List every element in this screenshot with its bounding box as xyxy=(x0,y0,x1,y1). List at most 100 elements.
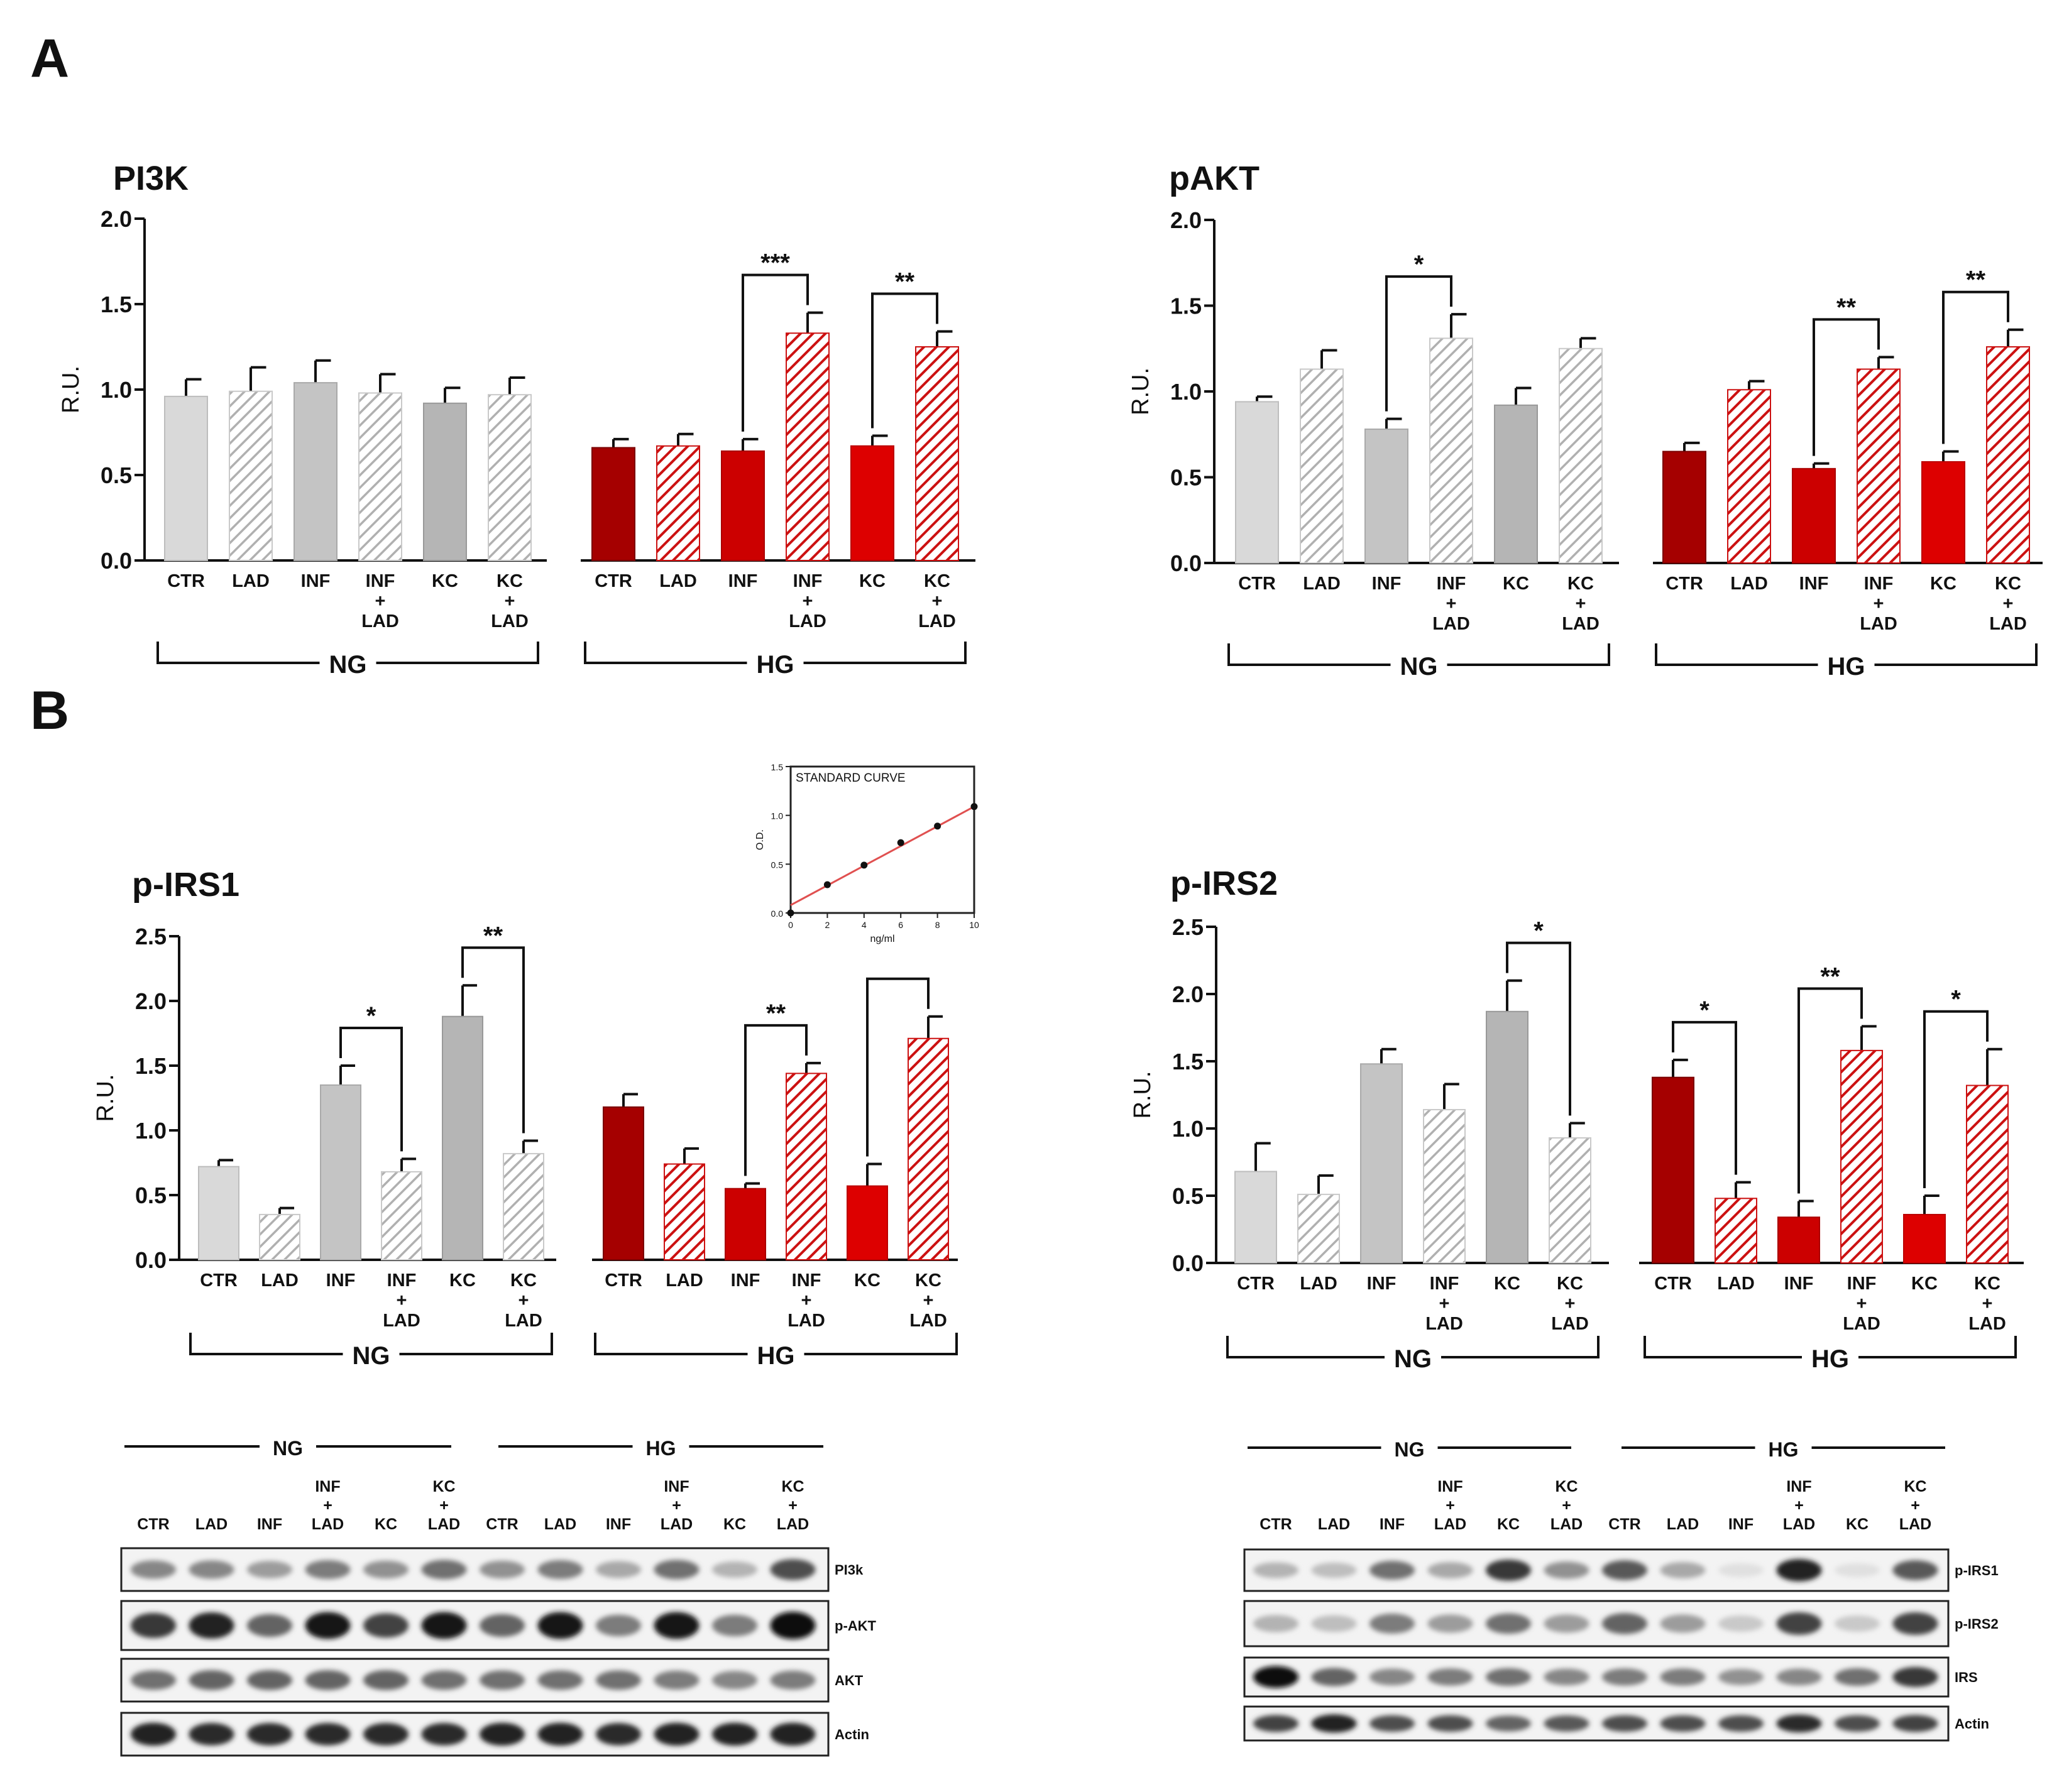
x-tick-label: KC xyxy=(432,571,458,591)
y-tick-label: 2.5 xyxy=(135,924,167,949)
bar xyxy=(381,1171,422,1261)
x-tick-label: LAD xyxy=(1432,614,1470,634)
bar xyxy=(488,394,532,561)
bar xyxy=(1494,404,1538,564)
significance-bracket xyxy=(1385,275,1452,412)
significance-label: ** xyxy=(483,922,503,949)
inset-fit-line xyxy=(790,806,975,906)
x-tick-label: + xyxy=(519,1291,529,1311)
bar xyxy=(656,445,700,562)
lane-label: LAD xyxy=(544,1516,576,1533)
blot-band xyxy=(1602,1560,1647,1580)
blot-band xyxy=(1602,1613,1647,1634)
lane-label: KC xyxy=(781,1478,804,1495)
y-axis-label: R.U. xyxy=(92,1074,119,1122)
y-tick-label: 2.0 xyxy=(101,206,132,232)
group-bracket-ng xyxy=(156,642,539,664)
bar xyxy=(908,1037,949,1260)
x-tick-label: INF xyxy=(1430,1274,1459,1294)
significance-bracket xyxy=(1797,987,1863,1194)
significance-label: ** xyxy=(1820,963,1840,990)
x-tick-label: INF xyxy=(728,571,758,591)
blot-band xyxy=(363,1560,409,1579)
x-tick-label: + xyxy=(1439,1294,1450,1314)
blot-band xyxy=(712,1722,757,1746)
x-tick-label: + xyxy=(1982,1294,1993,1314)
significance-label: * xyxy=(1699,997,1710,1024)
y-tick-label: 0.5 xyxy=(135,1183,167,1208)
blot-band xyxy=(1486,1715,1531,1732)
x-tick-label: INF xyxy=(1367,1274,1397,1294)
lane-label: CTR xyxy=(137,1516,169,1533)
x-tick-label: LAD xyxy=(1562,614,1600,634)
bar xyxy=(591,447,635,561)
significance-bracket xyxy=(1942,290,2009,444)
bar xyxy=(915,346,959,561)
lane-label: LAD xyxy=(1667,1516,1699,1533)
blot-band xyxy=(1427,1614,1473,1633)
bar xyxy=(1423,1109,1466,1264)
bar xyxy=(320,1084,361,1261)
x-tick-label: LAD xyxy=(909,1311,947,1331)
significance-label: * xyxy=(366,1002,376,1030)
inset-data-point xyxy=(823,881,831,888)
blot-band xyxy=(421,1560,467,1580)
blot-row-label: p-IRS2 xyxy=(1955,1616,1999,1632)
y-tick-label: 2.0 xyxy=(135,988,167,1014)
blot-strip xyxy=(1243,1548,1950,1592)
blot-band xyxy=(1835,1715,1880,1732)
panel-label-a: A xyxy=(30,28,69,89)
significance-label: * xyxy=(1534,917,1544,945)
blot-band xyxy=(537,1560,583,1579)
blot-band xyxy=(1892,1560,1938,1580)
x-tick-label: INF xyxy=(1372,574,1402,594)
blot-band xyxy=(1544,1561,1589,1579)
significance-label: * xyxy=(1414,251,1424,278)
bar xyxy=(725,1188,766,1260)
blot-band xyxy=(1544,1614,1589,1633)
x-tick-label: LAD xyxy=(505,1311,542,1331)
bar xyxy=(1986,346,2030,564)
y-tick-label: 1.5 xyxy=(135,1053,167,1079)
bar xyxy=(721,450,765,561)
x-tick-label: KC xyxy=(1557,1274,1583,1294)
bar xyxy=(1921,461,1965,564)
bar xyxy=(1727,389,1771,564)
x-tick-label: KC xyxy=(1995,574,2021,594)
bar xyxy=(847,1185,888,1260)
y-tick-label: 2.0 xyxy=(1170,207,1202,233)
blot-band xyxy=(654,1671,700,1690)
bar xyxy=(664,1163,705,1261)
bar xyxy=(229,390,273,561)
significance-bracket xyxy=(461,946,525,1134)
lane-label: CTR xyxy=(1260,1516,1292,1533)
y-tick-label: 0.5 xyxy=(1170,465,1202,491)
x-tick-label: LAD xyxy=(361,611,399,631)
significance-bracket xyxy=(339,1027,403,1152)
group-bracket-hg xyxy=(1644,1336,2017,1358)
bar xyxy=(850,445,894,562)
group-bracket-hg-label: HG xyxy=(1811,1345,1849,1373)
lane-label: + xyxy=(323,1497,332,1514)
blot-band xyxy=(537,1722,583,1746)
bar xyxy=(164,395,208,561)
lane-label: LAD xyxy=(1550,1516,1583,1533)
blot-row-label: p-IRS1 xyxy=(1955,1563,1999,1578)
significance-bracket xyxy=(1672,1020,1737,1175)
bar xyxy=(1652,1076,1694,1264)
bar xyxy=(423,402,467,562)
significance-label: ** xyxy=(1966,266,1986,294)
x-tick-label: KC xyxy=(1930,574,1956,594)
x-tick-label: KC xyxy=(854,1270,881,1291)
y-tick-label: 1.0 xyxy=(1172,1116,1204,1142)
blot-band xyxy=(654,1560,700,1580)
lane-label: INF xyxy=(1728,1516,1753,1533)
blot-band xyxy=(770,1671,816,1690)
x-tick-label: + xyxy=(2003,594,2014,614)
x-tick-label: INF xyxy=(387,1270,417,1291)
inset-x-tick-label: 4 xyxy=(862,920,867,930)
group-bracket-ng-label: NG xyxy=(329,651,367,679)
bar xyxy=(786,332,830,561)
blot-row-label: p-AKT xyxy=(835,1618,877,1634)
blot-strip xyxy=(1243,1656,1950,1698)
